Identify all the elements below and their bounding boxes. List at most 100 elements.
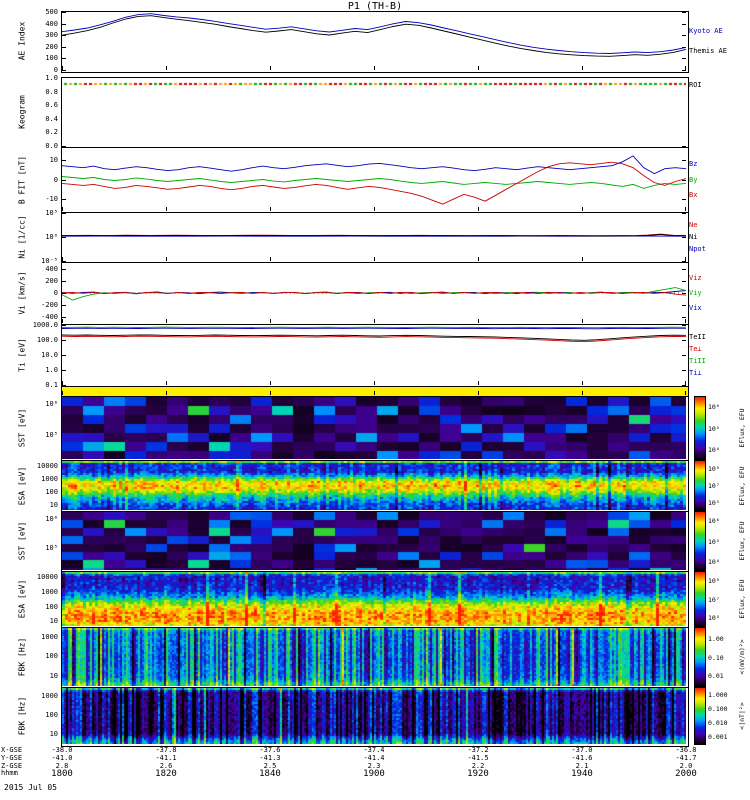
- ytick-mark: [62, 146, 66, 147]
- xtick-mark: [62, 257, 63, 261]
- xtick-mark: [478, 66, 479, 70]
- ytick-label: 10: [49, 501, 58, 510]
- right-label-Ti⊥: Ti⊥: [689, 369, 702, 377]
- ytick-label: 10: [49, 155, 58, 164]
- xtick-mark: [478, 257, 479, 261]
- colorbar-tick: 10⁹: [708, 576, 720, 585]
- ti-series-TiII: [62, 326, 686, 329]
- xtick-mark: [582, 66, 583, 70]
- colorbar-tick: 10⁹: [708, 464, 720, 473]
- colorbar-tick: 10⁶: [708, 517, 720, 526]
- xaxis-value: -41.7: [675, 754, 697, 762]
- colorbar-unit: EFlux, EFU: [738, 521, 746, 561]
- ytick-label: 400: [45, 265, 58, 273]
- keogram-plot: [62, 78, 686, 146]
- xaxis-value: -37.8: [155, 746, 177, 754]
- right-label-Npot: Npot: [689, 245, 706, 253]
- ytick-label: 100: [45, 488, 58, 497]
- xaxis-value: -41.1: [155, 754, 177, 762]
- xtick-mark: [582, 207, 583, 211]
- right-label-Kyoto AE: Kyoto AE: [689, 27, 723, 36]
- xaxis-value: -36.8: [675, 746, 697, 754]
- xtick-mark: [62, 66, 63, 70]
- right-label-Themis AE: Themis AE: [689, 46, 727, 55]
- ytick-mark: [62, 237, 66, 238]
- colorbar-unit: <|nT|²>: [738, 702, 746, 730]
- ytick-label: 10000: [36, 573, 58, 582]
- right-label-TeII: TeII: [689, 333, 706, 341]
- xtick-mark: [478, 381, 479, 385]
- xaxis-row-label: Y-GSE: [1, 754, 23, 762]
- xtick-mark: [582, 257, 583, 261]
- xtick-mark: [374, 381, 375, 385]
- xaxis-value: 2.5: [263, 762, 277, 770]
- ytick-label: 0.4: [45, 114, 58, 123]
- ytick-mark: [62, 180, 66, 181]
- right-label-Bx: Bx: [689, 191, 698, 200]
- colorbar-tick: 10⁷: [708, 482, 720, 490]
- colorbar-tick: 0.100: [708, 705, 728, 714]
- ytick-label: 500: [45, 8, 58, 16]
- ytick-label: 10⁻⁵: [41, 257, 58, 265]
- xtick-mark: [685, 381, 686, 385]
- ytick-mark: [682, 305, 686, 306]
- colorbar-tick: 10⁵: [708, 424, 720, 433]
- ytick-mark: [682, 340, 686, 341]
- xaxis-value: 1840: [259, 769, 281, 779]
- ytick-mark: [682, 35, 686, 36]
- xtick-mark: [270, 391, 271, 395]
- ytick-mark: [62, 213, 66, 214]
- right-label-Bz: Bz: [689, 159, 698, 168]
- ytick-label: 10⁵: [45, 543, 58, 552]
- ytick-mark: [682, 237, 686, 238]
- ytick-label: 100: [45, 602, 58, 611]
- ytick-mark: [682, 24, 686, 25]
- ytick-label: 100: [45, 651, 58, 660]
- ytick-mark: [62, 269, 66, 270]
- xtick-mark: [374, 391, 375, 395]
- vi-series-Viz: [62, 291, 686, 296]
- xaxis-value: 1800: [51, 769, 73, 779]
- right-label-ROI: ROI: [689, 81, 702, 90]
- xaxis-value: -41.4: [363, 754, 385, 762]
- ytick-mark: [62, 70, 66, 71]
- ytick-label: 100.0: [36, 336, 58, 344]
- ae-series-Kyoto AE: [62, 13, 686, 54]
- ae-panel: [61, 11, 689, 73]
- ytick-label: 10.0: [41, 351, 58, 359]
- colorbar-tick: 10⁵: [708, 499, 720, 508]
- xaxis-value: -37.2: [467, 746, 489, 754]
- xaxis-value: 2000: [675, 769, 697, 779]
- ytick-mark: [62, 370, 66, 371]
- colorbar-tick: 0.001: [708, 733, 728, 742]
- ytick-mark: [62, 199, 66, 200]
- ytick-label: 10: [49, 729, 58, 738]
- ytick-label: 0.1: [45, 381, 58, 389]
- xtick-mark: [374, 319, 375, 323]
- sst_i-colorbar: [694, 511, 706, 571]
- colorbar-tick: 0.010: [708, 719, 728, 728]
- ytick-label: 1.0: [45, 74, 58, 82]
- xaxis-value: 1940: [571, 769, 593, 779]
- sst_i-plot: [62, 512, 686, 570]
- esa_e-plot: [62, 461, 686, 510]
- right-label-Ni: Ni: [689, 233, 698, 241]
- ytick-label: 1.0: [45, 366, 58, 374]
- esa_i-plot: [62, 572, 686, 626]
- ti-series-TeII: [62, 334, 686, 341]
- xtick-mark: [685, 207, 686, 211]
- xtick-mark: [374, 66, 375, 70]
- xaxis-value: -37.6: [259, 746, 281, 754]
- xtick-mark: [166, 319, 167, 323]
- right-label-By: By: [689, 175, 698, 184]
- keogram-ylabel: Keogram: [17, 95, 27, 129]
- colorbar-tick: 10⁵: [708, 537, 720, 546]
- xaxis-value: 2.3: [367, 762, 381, 770]
- ytick-label: 10000: [36, 461, 58, 470]
- vi-series-Viy: [62, 287, 686, 301]
- ytick-label: 400: [45, 19, 58, 28]
- ytick-mark: [62, 281, 66, 282]
- ytick-mark: [62, 385, 66, 386]
- ytick-label: 0: [53, 175, 58, 184]
- ytick-mark: [62, 305, 66, 306]
